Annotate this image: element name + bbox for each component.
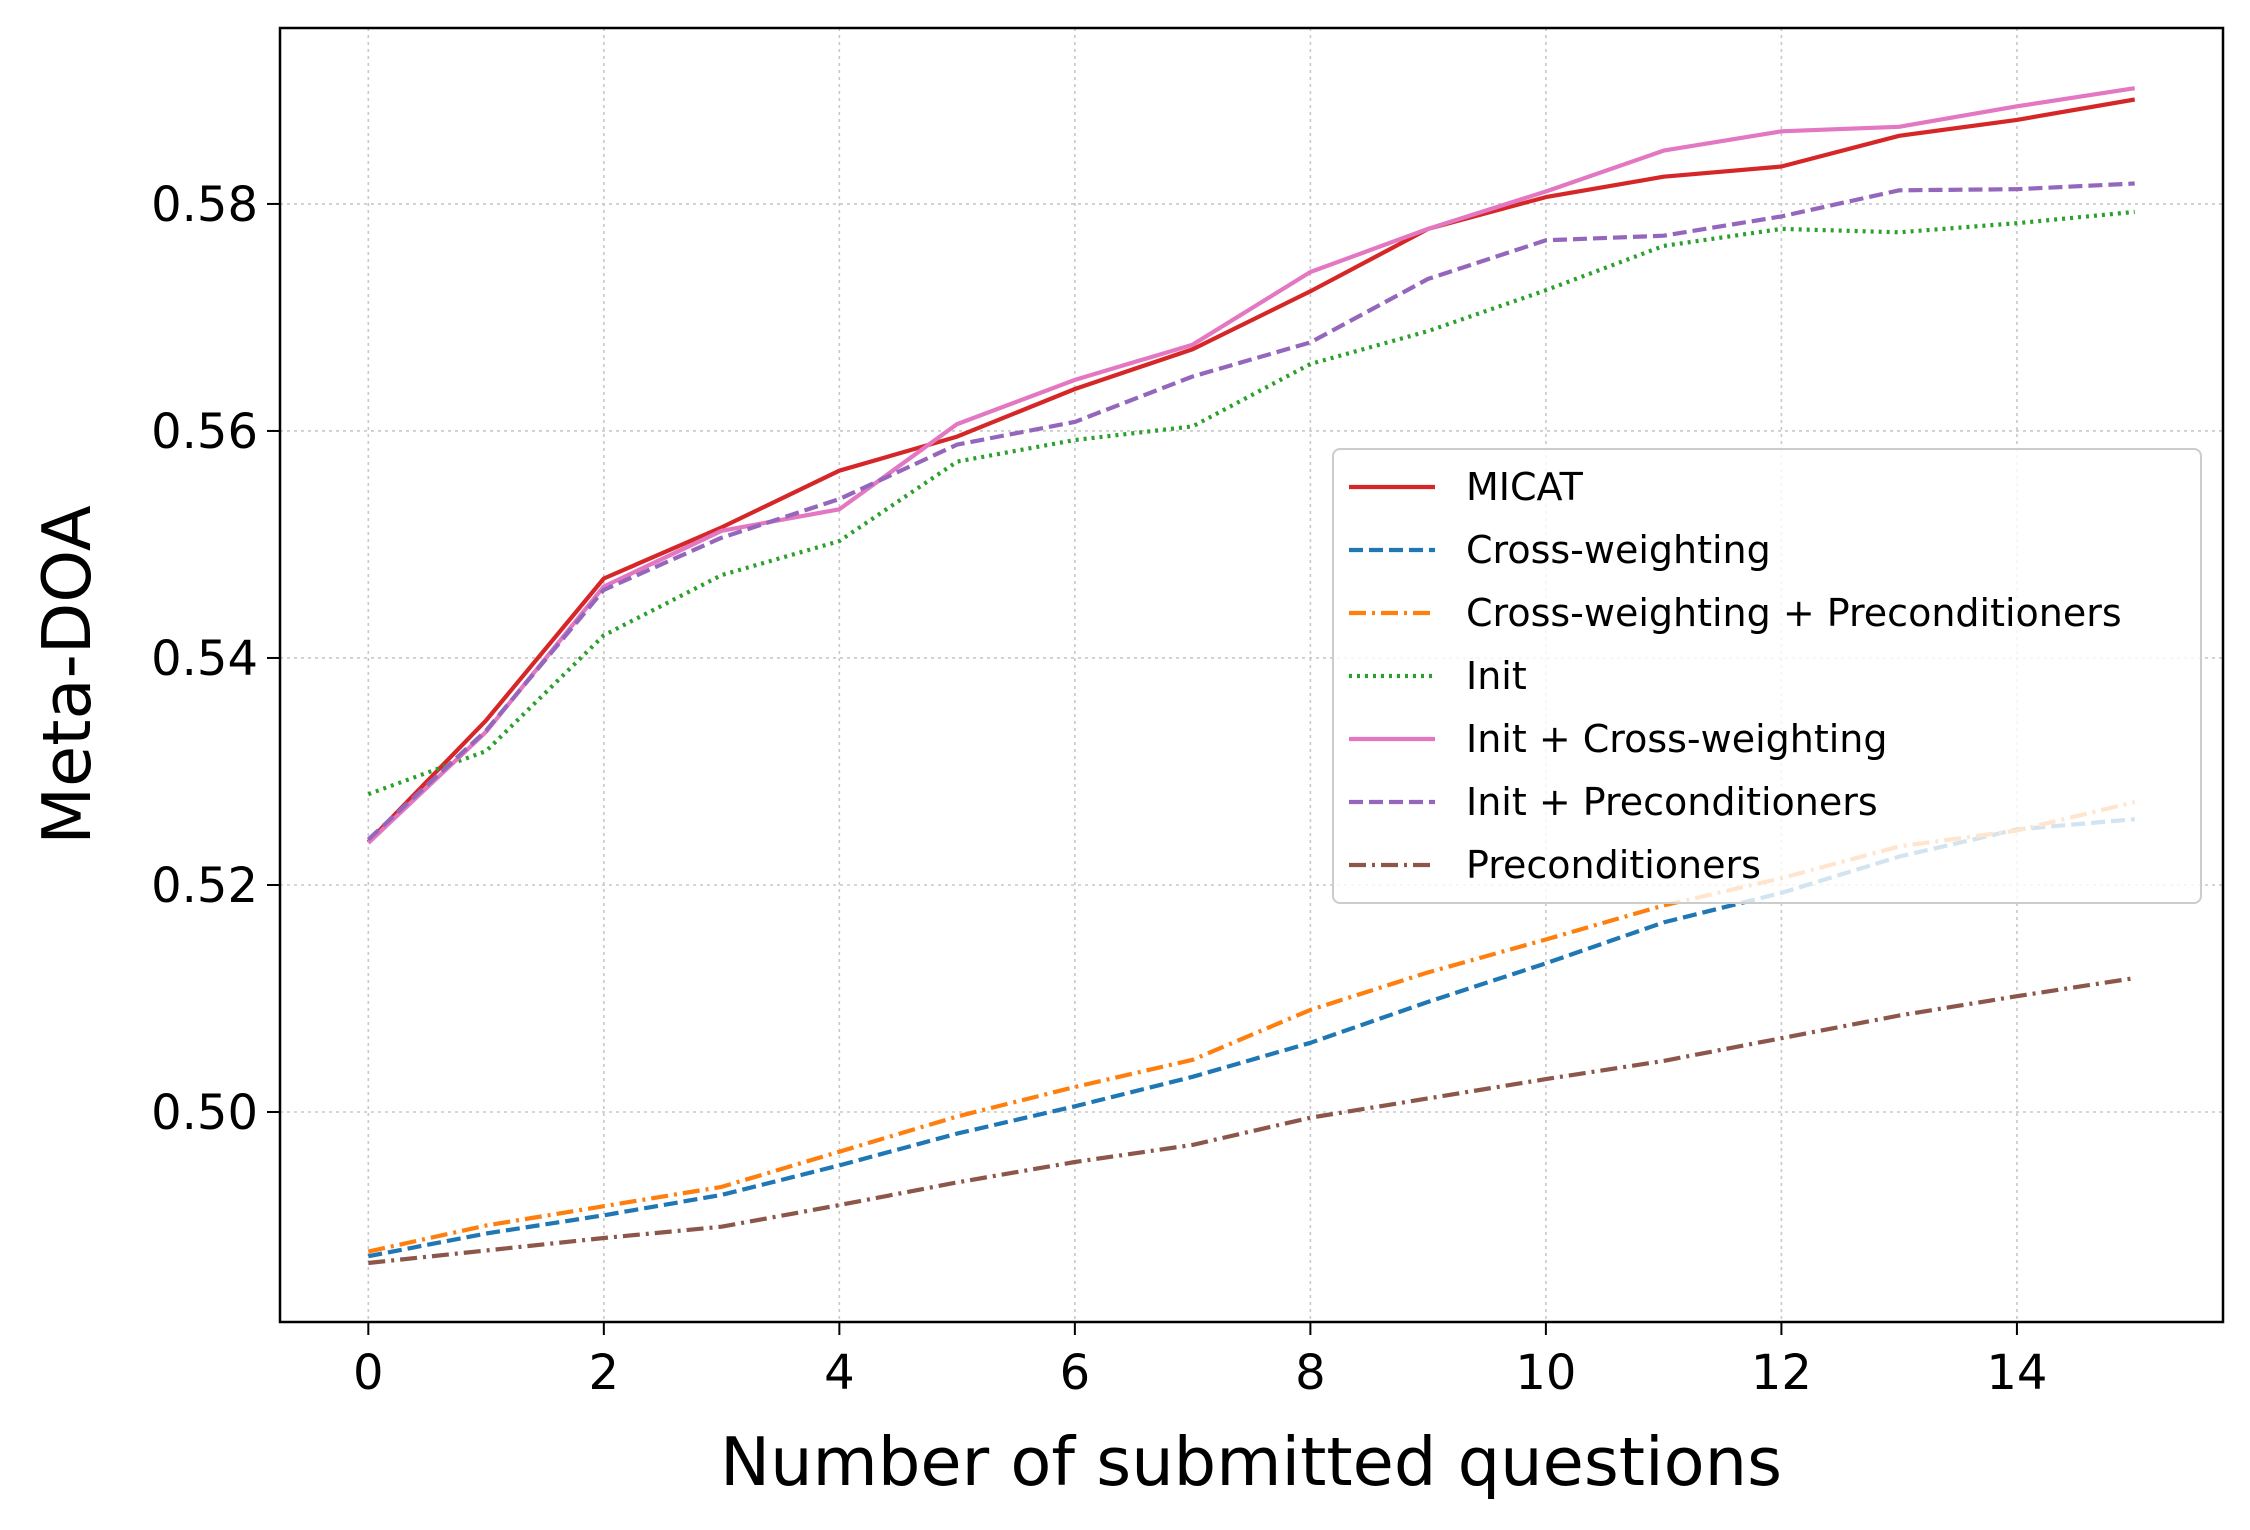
legend-label: MICAT [1466,465,1584,509]
series-line [366,181,2135,842]
x-tick-label: 0 [353,1345,384,1401]
x-tick-label: 14 [1986,1345,2047,1401]
y-tick-label: 0.56 [151,404,258,460]
y-tick-label: 0.50 [151,1085,258,1141]
x-tick-label: 12 [1751,1345,1812,1401]
series-line [367,209,2135,797]
series-line [366,86,2136,845]
x-tick-label: 6 [1060,1345,1091,1401]
legend-label: Init + Preconditioners [1466,780,1878,824]
y-tick-label: 0.52 [151,858,258,914]
x-axis-title: Number of submitted questions [720,1423,1782,1501]
series-line [367,800,2136,1254]
series-line [366,97,2136,844]
series-line [368,976,2136,1266]
legend-label: Preconditioners [1466,843,1761,887]
y-tick-label: 0.54 [151,631,258,687]
legend-label: Cross-weighting [1466,528,1771,572]
x-tick-label: 8 [1295,1345,1326,1401]
y-axis-title: Meta-DOA [28,505,106,845]
axis-ticks: 0 2 4 6 8 10 12 14 0.50 0.52 0.54 0.56 0.58 [151,177,2047,1401]
legend-label: Init + Cross-weighting [1466,717,1888,761]
legend-label: Init [1466,654,1527,698]
legend-label: Cross-weighting + Preconditioners [1466,591,2122,635]
legend-box [1332,448,2202,904]
legend: MICAT Cross-weighting Cross-weighting + Pr… [1332,448,2202,904]
x-tick-label: 10 [1515,1345,1576,1401]
x-tick-label: 4 [824,1345,855,1401]
plot-area-frame [278,26,2225,1324]
y-tick-label: 0.58 [151,177,258,233]
series-lines [366,86,2136,1266]
x-tick-label: 2 [589,1345,620,1401]
